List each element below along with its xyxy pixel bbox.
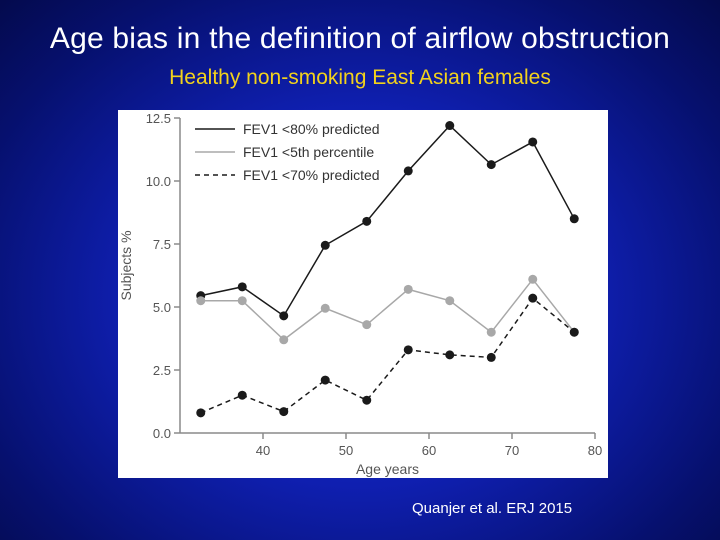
data-point-series-2 — [279, 335, 289, 345]
y-tick-label: 10.0 — [146, 174, 171, 189]
data-point-series-2 — [445, 296, 455, 306]
data-point-series-1 — [237, 282, 247, 292]
data-point-series-3 — [528, 293, 538, 303]
y-tick-label: 0.0 — [153, 426, 171, 441]
data-point-series-2 — [237, 296, 247, 306]
data-point-series-2 — [320, 303, 330, 313]
y-axis-label: Subjects % — [118, 230, 134, 300]
data-point-series-2 — [528, 274, 538, 284]
x-tick-label: 80 — [588, 443, 602, 458]
slide-title: Age bias in the definition of airflow ob… — [49, 22, 671, 55]
data-point-series-1 — [279, 311, 289, 321]
data-point-series-3 — [569, 327, 579, 337]
legend-label-2: FEV1 <5th percentile — [243, 144, 374, 160]
line-chart: 0.0 2.5 5.0 7.5 10.0 12.5 40 50 60 70 80 Age years S… — [118, 111, 602, 477]
data-point-series-2 — [403, 284, 413, 294]
data-point-series-3 — [403, 345, 413, 355]
series-line-2 — [200, 278, 575, 341]
citation: Quanjer et al. ERJ 2015 — [412, 500, 573, 517]
data-point-series-1 — [403, 166, 413, 176]
y-tick-label: 5.0 — [153, 300, 171, 315]
y-tick-label: 12.5 — [146, 111, 171, 126]
y-tick-label: 2.5 — [153, 363, 171, 378]
slide-subtitle: Healthy non-smoking East Asian females — [169, 66, 551, 89]
series-line-3 — [200, 297, 575, 414]
data-point-series-1 — [362, 216, 372, 226]
data-point-series-2 — [362, 320, 372, 330]
chart-panel: 0.0 2.5 5.0 7.5 10.0 12.5 40 50 60 70 80 Age years S… — [118, 110, 608, 478]
x-tick-label: 40 — [256, 443, 270, 458]
data-point-series-2 — [486, 327, 496, 337]
data-point-series-1 — [445, 121, 455, 131]
data-point-series-3 — [196, 408, 206, 418]
x-tick-label: 50 — [339, 443, 353, 458]
data-point-series-1 — [320, 240, 330, 250]
data-point-series-1 — [569, 214, 579, 224]
data-point-series-3 — [279, 407, 289, 417]
data-point-series-3 — [320, 375, 330, 385]
legend-label-1: FEV1 <80% predicted — [243, 121, 380, 137]
x-axis-label: Age years — [356, 461, 419, 477]
legend-label-3: FEV1 <70% predicted — [243, 167, 380, 183]
series-line-1 — [200, 124, 575, 317]
y-tick-label: 7.5 — [153, 237, 171, 252]
data-point-series-3 — [445, 350, 455, 360]
data-point-series-2 — [196, 296, 206, 306]
data-point-series-1 — [528, 137, 538, 147]
data-point-series-1 — [486, 160, 496, 170]
data-point-series-3 — [486, 352, 496, 362]
x-tick-label: 70 — [505, 443, 519, 458]
data-point-series-3 — [237, 390, 247, 400]
data-point-series-3 — [362, 395, 372, 405]
x-tick-label: 60 — [422, 443, 436, 458]
